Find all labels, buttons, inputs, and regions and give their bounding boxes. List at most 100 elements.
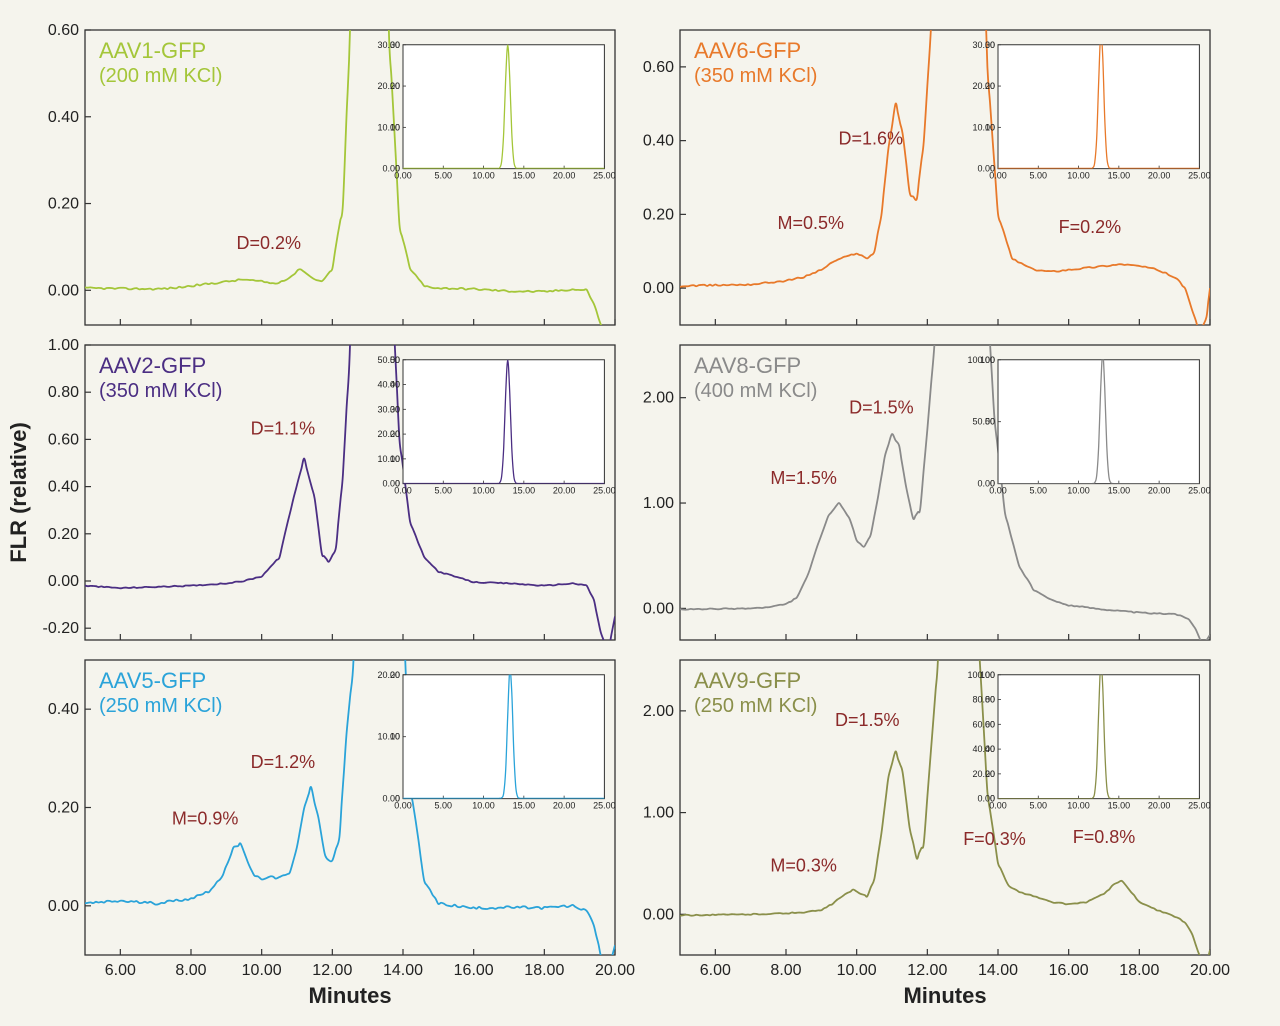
svg-text:18.00: 18.00 (1119, 962, 1159, 979)
svg-text:0.20: 0.20 (643, 206, 674, 223)
svg-text:10.00: 10.00 (472, 486, 495, 496)
svg-text:8.00: 8.00 (175, 962, 206, 979)
svg-text:25.00: 25.00 (593, 486, 616, 496)
figure-svg: 0.000.200.400.60AAV1-GFP(200 mM KCl)D=0.… (0, 0, 1280, 1026)
annotation: M=0.9% (172, 809, 239, 829)
svg-text:5.00: 5.00 (1030, 171, 1048, 181)
panel-title: AAV8-GFP (694, 353, 801, 378)
svg-text:0.00: 0.00 (48, 898, 79, 915)
svg-text:30.00: 30.00 (377, 404, 400, 414)
svg-text:40.00: 40.00 (377, 380, 400, 390)
panel-aav6: 0.00 0.20 0.40 0.60 AAV6-GFP(350 mM KCl) M=0.… (643, 0, 1211, 332)
svg-text:8.00: 8.00 (770, 962, 801, 979)
svg-text:0.60: 0.60 (48, 22, 79, 39)
panel-subtitle: (350 mM KCl) (694, 65, 817, 87)
annotation: D=0.2% (236, 233, 301, 253)
svg-text:10.00: 10.00 (837, 962, 877, 979)
annotation: M=0.5% (777, 213, 844, 233)
svg-text:5.00: 5.00 (435, 486, 453, 496)
svg-text:5.00: 5.00 (435, 801, 453, 811)
svg-text:20.00: 20.00 (595, 962, 635, 979)
svg-text:6.00: 6.00 (105, 962, 136, 979)
panel-aav1: 0.000.200.400.60AAV1-GFP(200 mM KCl)D=0.… (48, 0, 616, 343)
svg-text:25.00: 25.00 (1188, 171, 1211, 181)
svg-text:12.00: 12.00 (907, 962, 947, 979)
svg-text:10.00: 10.00 (1067, 801, 1090, 811)
svg-text:2.00: 2.00 (643, 390, 674, 407)
annotation: M=0.3% (770, 856, 837, 876)
svg-text:0.40: 0.40 (48, 109, 79, 126)
svg-text:15.00: 15.00 (513, 801, 536, 811)
annotation: F=0.2% (1059, 217, 1122, 237)
svg-text:15.00: 15.00 (1108, 486, 1131, 496)
svg-text:25.00: 25.00 (1188, 486, 1211, 496)
svg-text:0.00: 0.00 (382, 164, 400, 174)
svg-text:5.00: 5.00 (1030, 801, 1048, 811)
svg-text:5.00: 5.00 (435, 171, 453, 181)
figure-container: 0.000.200.400.60AAV1-GFP(200 mM KCl)D=0.… (0, 0, 1280, 1026)
svg-text:10.00: 10.00 (472, 801, 495, 811)
svg-text:0.60: 0.60 (643, 59, 674, 76)
svg-text:20.00: 20.00 (1190, 962, 1230, 979)
svg-text:50.00: 50.00 (972, 417, 995, 427)
svg-text:1.00: 1.00 (643, 495, 674, 512)
annotation: D=1.2% (251, 752, 316, 772)
svg-text:100.00: 100.00 (967, 670, 995, 680)
svg-text:60.00: 60.00 (972, 719, 995, 729)
svg-text:0.00: 0.00 (977, 794, 995, 804)
svg-text:15.00: 15.00 (1108, 801, 1131, 811)
svg-text:20.00: 20.00 (553, 486, 576, 496)
y-axis-title: FLR (relative) (6, 422, 31, 563)
svg-text:20.00: 20.00 (1148, 171, 1171, 181)
svg-text:10.00: 10.00 (1067, 171, 1090, 181)
annotation: M=1.5% (770, 468, 837, 488)
svg-text:0.00: 0.00 (977, 479, 995, 489)
svg-text:0.00: 0.00 (382, 794, 400, 804)
panel-title: AAV9-GFP (694, 668, 801, 693)
svg-text:20.00: 20.00 (553, 801, 576, 811)
x-axis-title: Minutes (903, 983, 986, 1008)
svg-text:10.00: 10.00 (1067, 486, 1090, 496)
svg-text:0.00: 0.00 (643, 280, 674, 297)
annotation: F=0.8% (1073, 827, 1136, 847)
svg-text:20.00: 20.00 (1148, 486, 1171, 496)
annotation: D=1.5% (835, 710, 900, 730)
svg-text:10.00: 10.00 (242, 962, 282, 979)
svg-text:15.00: 15.00 (513, 171, 536, 181)
x-axis-title: Minutes (308, 983, 391, 1008)
svg-text:0.00: 0.00 (977, 164, 995, 174)
svg-text:0.20: 0.20 (48, 196, 79, 213)
panel-subtitle: (200 mM KCl) (99, 65, 222, 87)
annotation: F=0.3% (963, 829, 1026, 849)
svg-text:0.20: 0.20 (48, 526, 79, 543)
svg-text:16.00: 16.00 (1049, 962, 1089, 979)
svg-text:5.00: 5.00 (1030, 486, 1048, 496)
svg-text:15.00: 15.00 (513, 486, 536, 496)
svg-text:20.00: 20.00 (377, 670, 400, 680)
svg-text:2.00: 2.00 (643, 703, 674, 720)
svg-text:0.00: 0.00 (643, 906, 674, 923)
svg-text:40.00: 40.00 (972, 744, 995, 754)
svg-text:16.00: 16.00 (454, 962, 494, 979)
svg-text:25.00: 25.00 (1188, 801, 1211, 811)
panel-title: AAV5-GFP (99, 668, 206, 693)
panel-title: AAV6-GFP (694, 38, 801, 63)
svg-text:1.00: 1.00 (48, 337, 79, 354)
svg-text:30.00: 30.00 (972, 40, 995, 50)
svg-text:20.00: 20.00 (377, 81, 400, 91)
svg-text:25.00: 25.00 (593, 801, 616, 811)
svg-text:18.00: 18.00 (524, 962, 564, 979)
svg-text:10.00: 10.00 (377, 732, 400, 742)
panel-title: AAV2-GFP (99, 353, 206, 378)
svg-text:0.00: 0.00 (643, 600, 674, 617)
svg-text:0.00: 0.00 (382, 479, 400, 489)
annotation: D=1.1% (251, 419, 316, 439)
svg-text:0.40: 0.40 (643, 133, 674, 150)
svg-text:10.00: 10.00 (377, 122, 400, 132)
svg-text:0.40: 0.40 (48, 701, 79, 718)
svg-text:0.40: 0.40 (48, 479, 79, 496)
svg-text:6.00: 6.00 (700, 962, 731, 979)
svg-text:12.00: 12.00 (312, 962, 352, 979)
svg-text:14.00: 14.00 (978, 962, 1018, 979)
svg-text:15.00: 15.00 (1108, 171, 1131, 181)
